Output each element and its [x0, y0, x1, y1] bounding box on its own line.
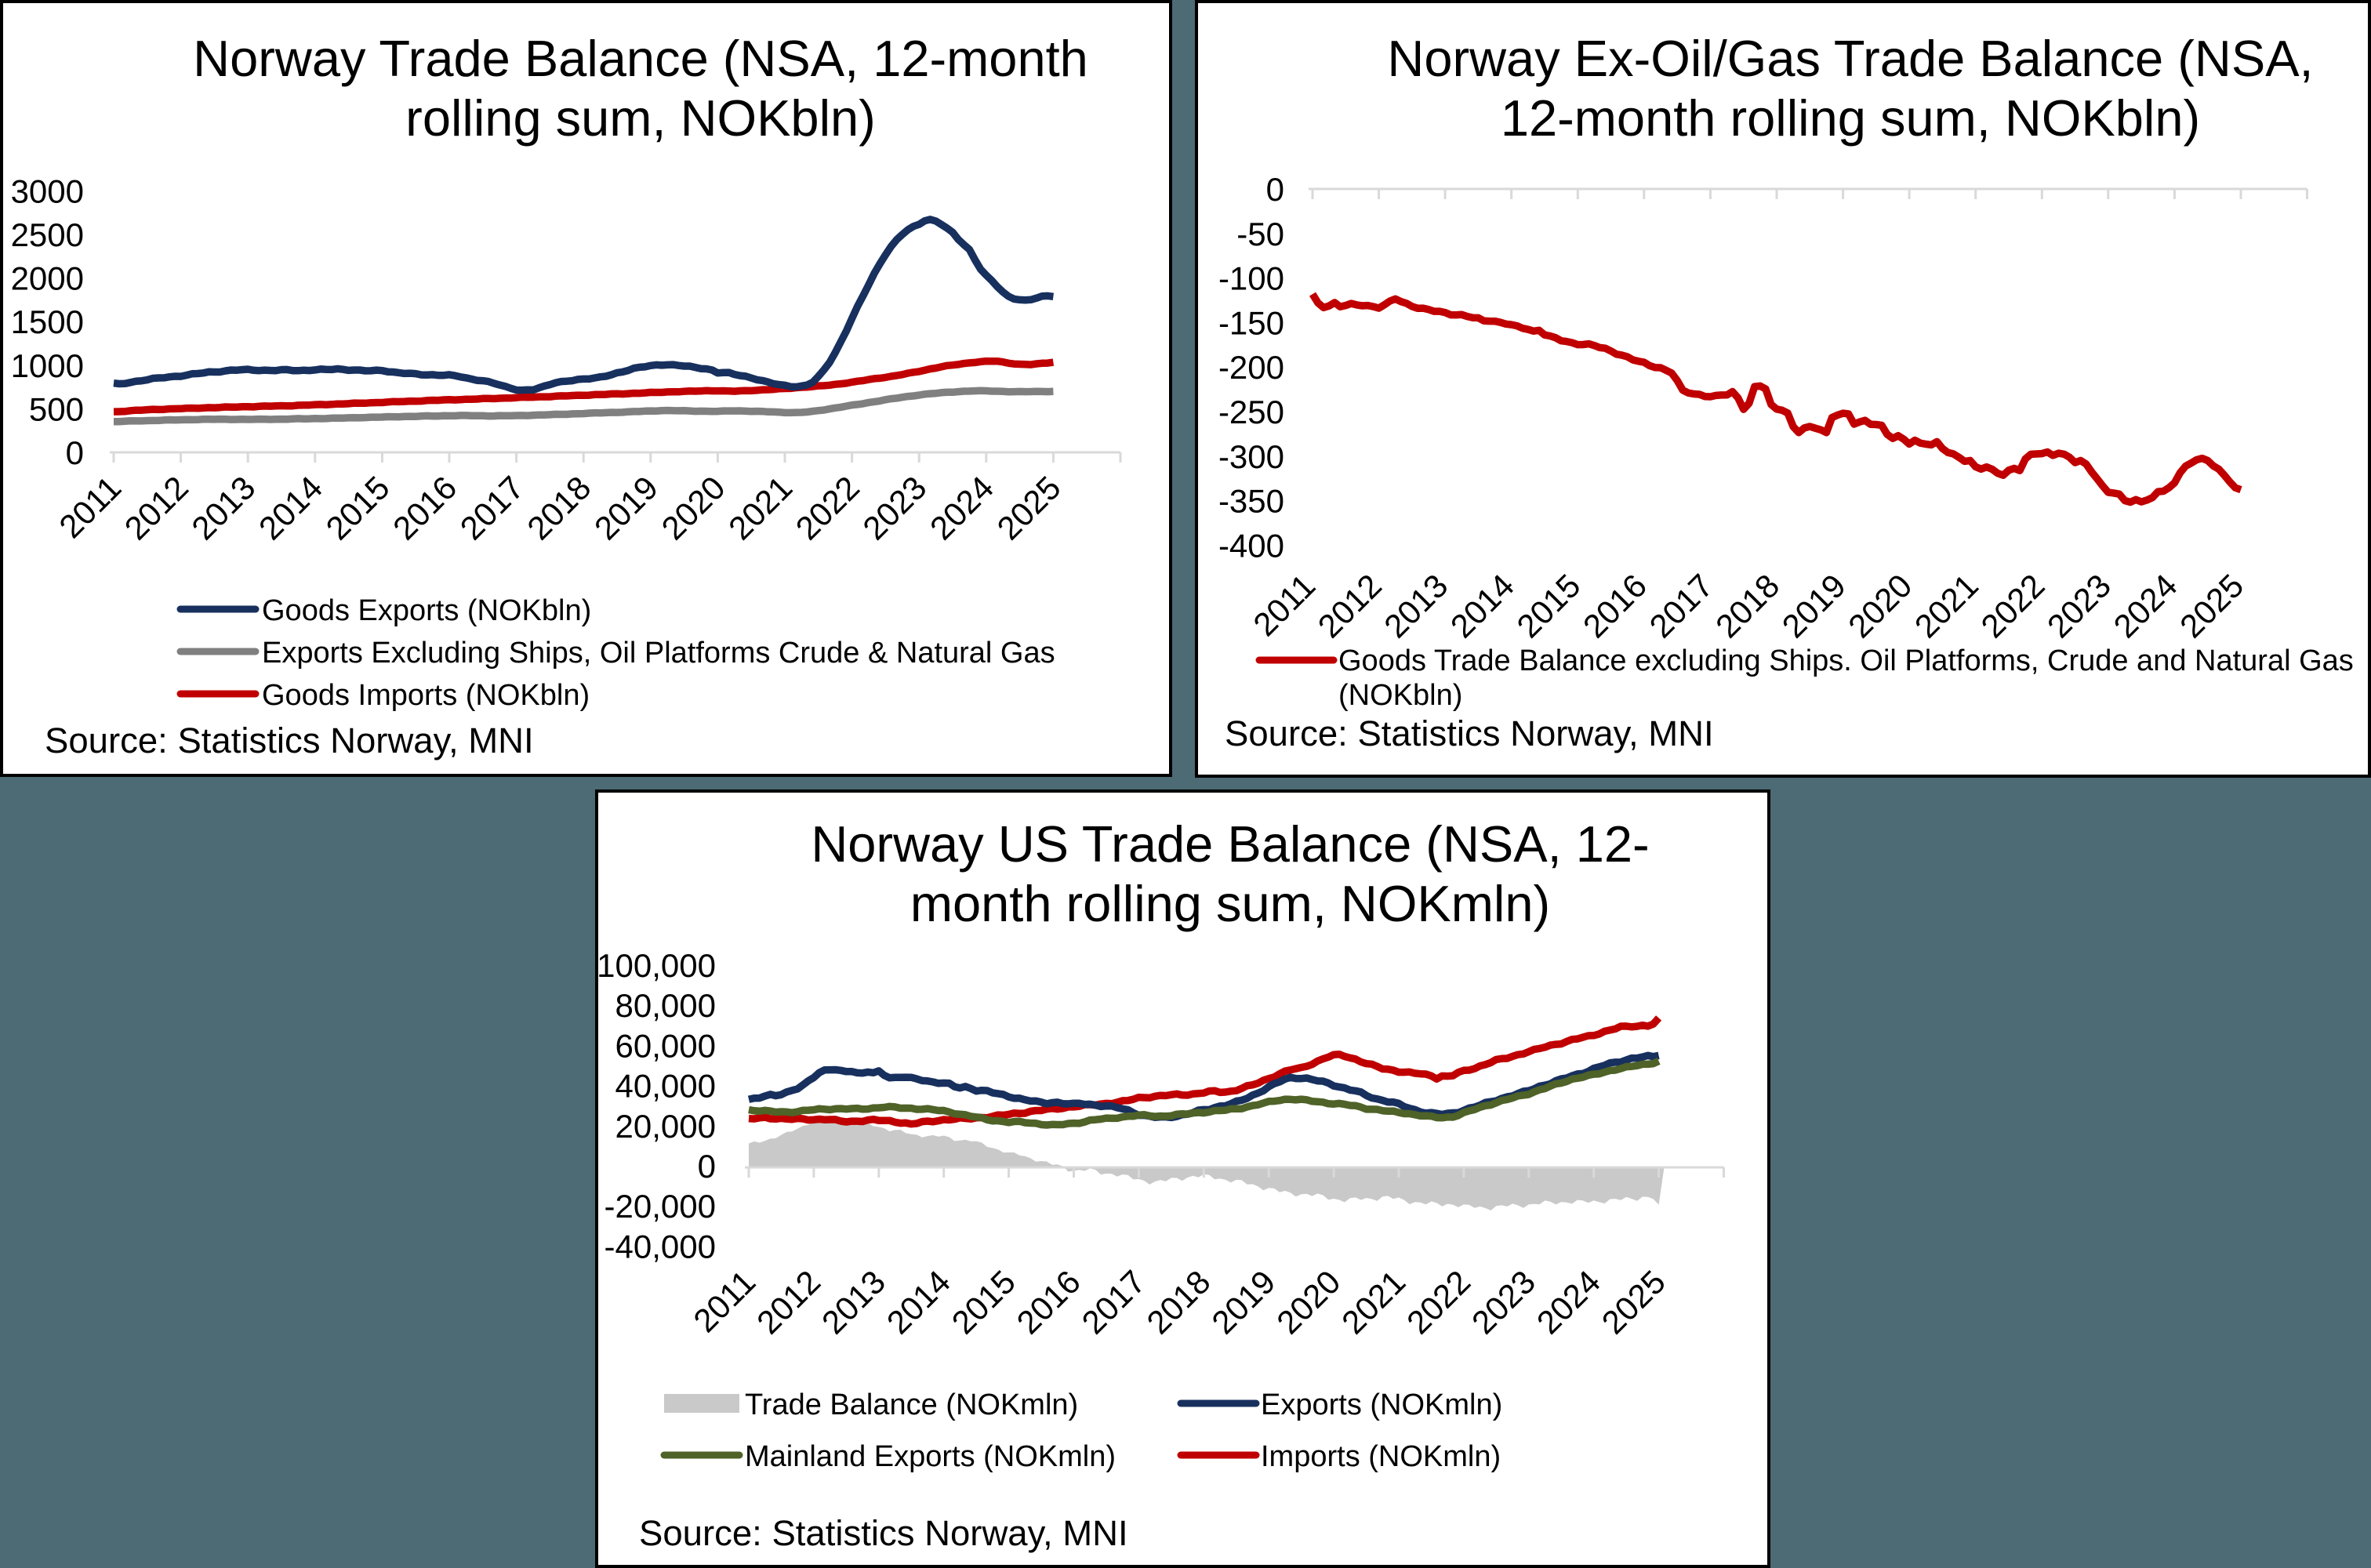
svg-text:-400: -400 [1218, 527, 1284, 564]
svg-text:Imports (NOKmln): Imports (NOKmln) [1261, 1440, 1501, 1473]
svg-text:12-month rolling sum, NOKbln): 12-month rolling sum, NOKbln) [1501, 89, 2200, 147]
svg-text:Goods Trade Balance excluding: Goods Trade Balance excluding Ships. Oil… [1338, 644, 2354, 677]
svg-text:2015: 2015 [1509, 567, 1587, 644]
svg-text:2015: 2015 [945, 1263, 1022, 1341]
svg-text:-100: -100 [1218, 260, 1284, 297]
svg-text:Norway Trade Balance (NSA, 12-: Norway Trade Balance (NSA, 12-month [193, 30, 1088, 87]
svg-text:2020: 2020 [1269, 1263, 1347, 1341]
svg-text:2019: 2019 [1204, 1263, 1282, 1341]
svg-text:0: 0 [1266, 171, 1284, 208]
svg-text:2023: 2023 [1465, 1263, 1542, 1341]
svg-text:2022: 2022 [1973, 567, 2051, 644]
svg-text:0: 0 [698, 1148, 716, 1185]
svg-text:2021: 2021 [721, 469, 799, 546]
svg-text:2025: 2025 [989, 469, 1067, 546]
svg-text:2021: 2021 [1334, 1263, 1412, 1341]
svg-text:-20,000: -20,000 [605, 1188, 716, 1225]
svg-text:2017: 2017 [1642, 567, 1719, 644]
svg-text:-200: -200 [1218, 349, 1284, 386]
svg-text:80,000: 80,000 [615, 987, 716, 1024]
svg-text:2012: 2012 [118, 469, 195, 546]
svg-text:2018: 2018 [520, 469, 597, 546]
svg-text:2500: 2500 [11, 216, 84, 253]
svg-text:2023: 2023 [2040, 567, 2118, 644]
svg-text:2017: 2017 [453, 469, 531, 546]
svg-text:-50: -50 [1236, 216, 1284, 252]
svg-text:(NOKbln): (NOKbln) [1338, 679, 1462, 712]
svg-text:1000: 1000 [11, 347, 84, 384]
svg-text:2022: 2022 [789, 469, 866, 546]
svg-text:2019: 2019 [1775, 567, 1853, 644]
svg-text:60,000: 60,000 [615, 1027, 716, 1064]
svg-text:Mainland Exports (NOKmln): Mainland Exports (NOKmln) [745, 1440, 1116, 1473]
svg-text:2011: 2011 [52, 469, 128, 545]
svg-text:Norway Ex-Oil/Gas Trade Balanc: Norway Ex-Oil/Gas Trade Balance (NSA, [1387, 30, 2313, 87]
svg-text:2014: 2014 [1443, 567, 1521, 644]
svg-text:Exports Excluding Ships, Oil P: Exports Excluding Ships, Oil Platforms C… [262, 637, 1055, 670]
svg-text:2025: 2025 [1595, 1263, 1672, 1341]
svg-text:2011: 2011 [686, 1263, 762, 1339]
svg-text:1500: 1500 [11, 303, 84, 340]
svg-text:2023: 2023 [855, 469, 933, 546]
svg-text:2015: 2015 [318, 469, 396, 546]
svg-text:-300: -300 [1218, 438, 1284, 475]
svg-text:-150: -150 [1218, 304, 1284, 341]
svg-text:Source: Statistics Norway, MNI: Source: Statistics Norway, MNI [1225, 713, 1714, 753]
svg-text:2014: 2014 [252, 469, 329, 546]
svg-text:0: 0 [66, 434, 84, 471]
svg-text:2024: 2024 [923, 469, 1000, 546]
svg-text:2024: 2024 [2106, 567, 2184, 644]
svg-text:2014: 2014 [880, 1263, 957, 1341]
svg-text:Exports (NOKmln): Exports (NOKmln) [1261, 1388, 1502, 1421]
svg-text:100,000: 100,000 [598, 947, 716, 984]
svg-text:2013: 2013 [184, 469, 262, 546]
svg-text:2012: 2012 [750, 1263, 827, 1341]
svg-text:2020: 2020 [1841, 567, 1919, 644]
svg-text:2016: 2016 [1576, 567, 1654, 644]
svg-text:2024: 2024 [1530, 1263, 1607, 1341]
svg-text:-350: -350 [1218, 483, 1284, 520]
svg-text:2021: 2021 [1908, 567, 1985, 644]
svg-text:Source: Statistics Norway, MNI: Source: Statistics Norway, MNI [639, 1513, 1128, 1553]
svg-text:-40,000: -40,000 [605, 1228, 716, 1265]
svg-text:2012: 2012 [1311, 567, 1389, 644]
svg-text:month rolling sum, NOKmln): month rolling sum, NOKmln) [910, 875, 1550, 932]
svg-text:2016: 2016 [1010, 1263, 1087, 1341]
svg-text:2013: 2013 [815, 1263, 892, 1341]
svg-text:Goods Exports (NOKbln): Goods Exports (NOKbln) [262, 594, 591, 627]
svg-text:2017: 2017 [1074, 1263, 1152, 1341]
svg-text:2022: 2022 [1400, 1263, 1477, 1341]
svg-text:Goods Imports (NOKbln): Goods Imports (NOKbln) [262, 679, 590, 712]
svg-text:20,000: 20,000 [615, 1108, 716, 1145]
svg-text:-250: -250 [1218, 394, 1284, 430]
svg-text:3000: 3000 [11, 172, 84, 209]
svg-text:2020: 2020 [654, 469, 732, 546]
svg-text:2018: 2018 [1708, 567, 1786, 644]
svg-text:rolling sum, NOKbln): rolling sum, NOKbln) [405, 89, 876, 147]
svg-text:2025: 2025 [2173, 567, 2250, 644]
svg-text:Source: Statistics Norway, MNI: Source: Statistics Norway, MNI [45, 720, 534, 760]
svg-text:2016: 2016 [386, 469, 463, 546]
svg-text:2011: 2011 [1246, 567, 1322, 643]
svg-text:Trade Balance (NOKmln): Trade Balance (NOKmln) [745, 1388, 1078, 1421]
svg-text:Norway US Trade Balance (NSA,: Norway US Trade Balance (NSA, 12- [811, 815, 1649, 873]
svg-text:2000: 2000 [11, 260, 84, 297]
svg-text:2018: 2018 [1139, 1263, 1217, 1341]
svg-text:2013: 2013 [1377, 567, 1454, 644]
svg-text:2019: 2019 [587, 469, 665, 546]
svg-text:500: 500 [29, 390, 84, 427]
svg-text:40,000: 40,000 [615, 1068, 716, 1105]
